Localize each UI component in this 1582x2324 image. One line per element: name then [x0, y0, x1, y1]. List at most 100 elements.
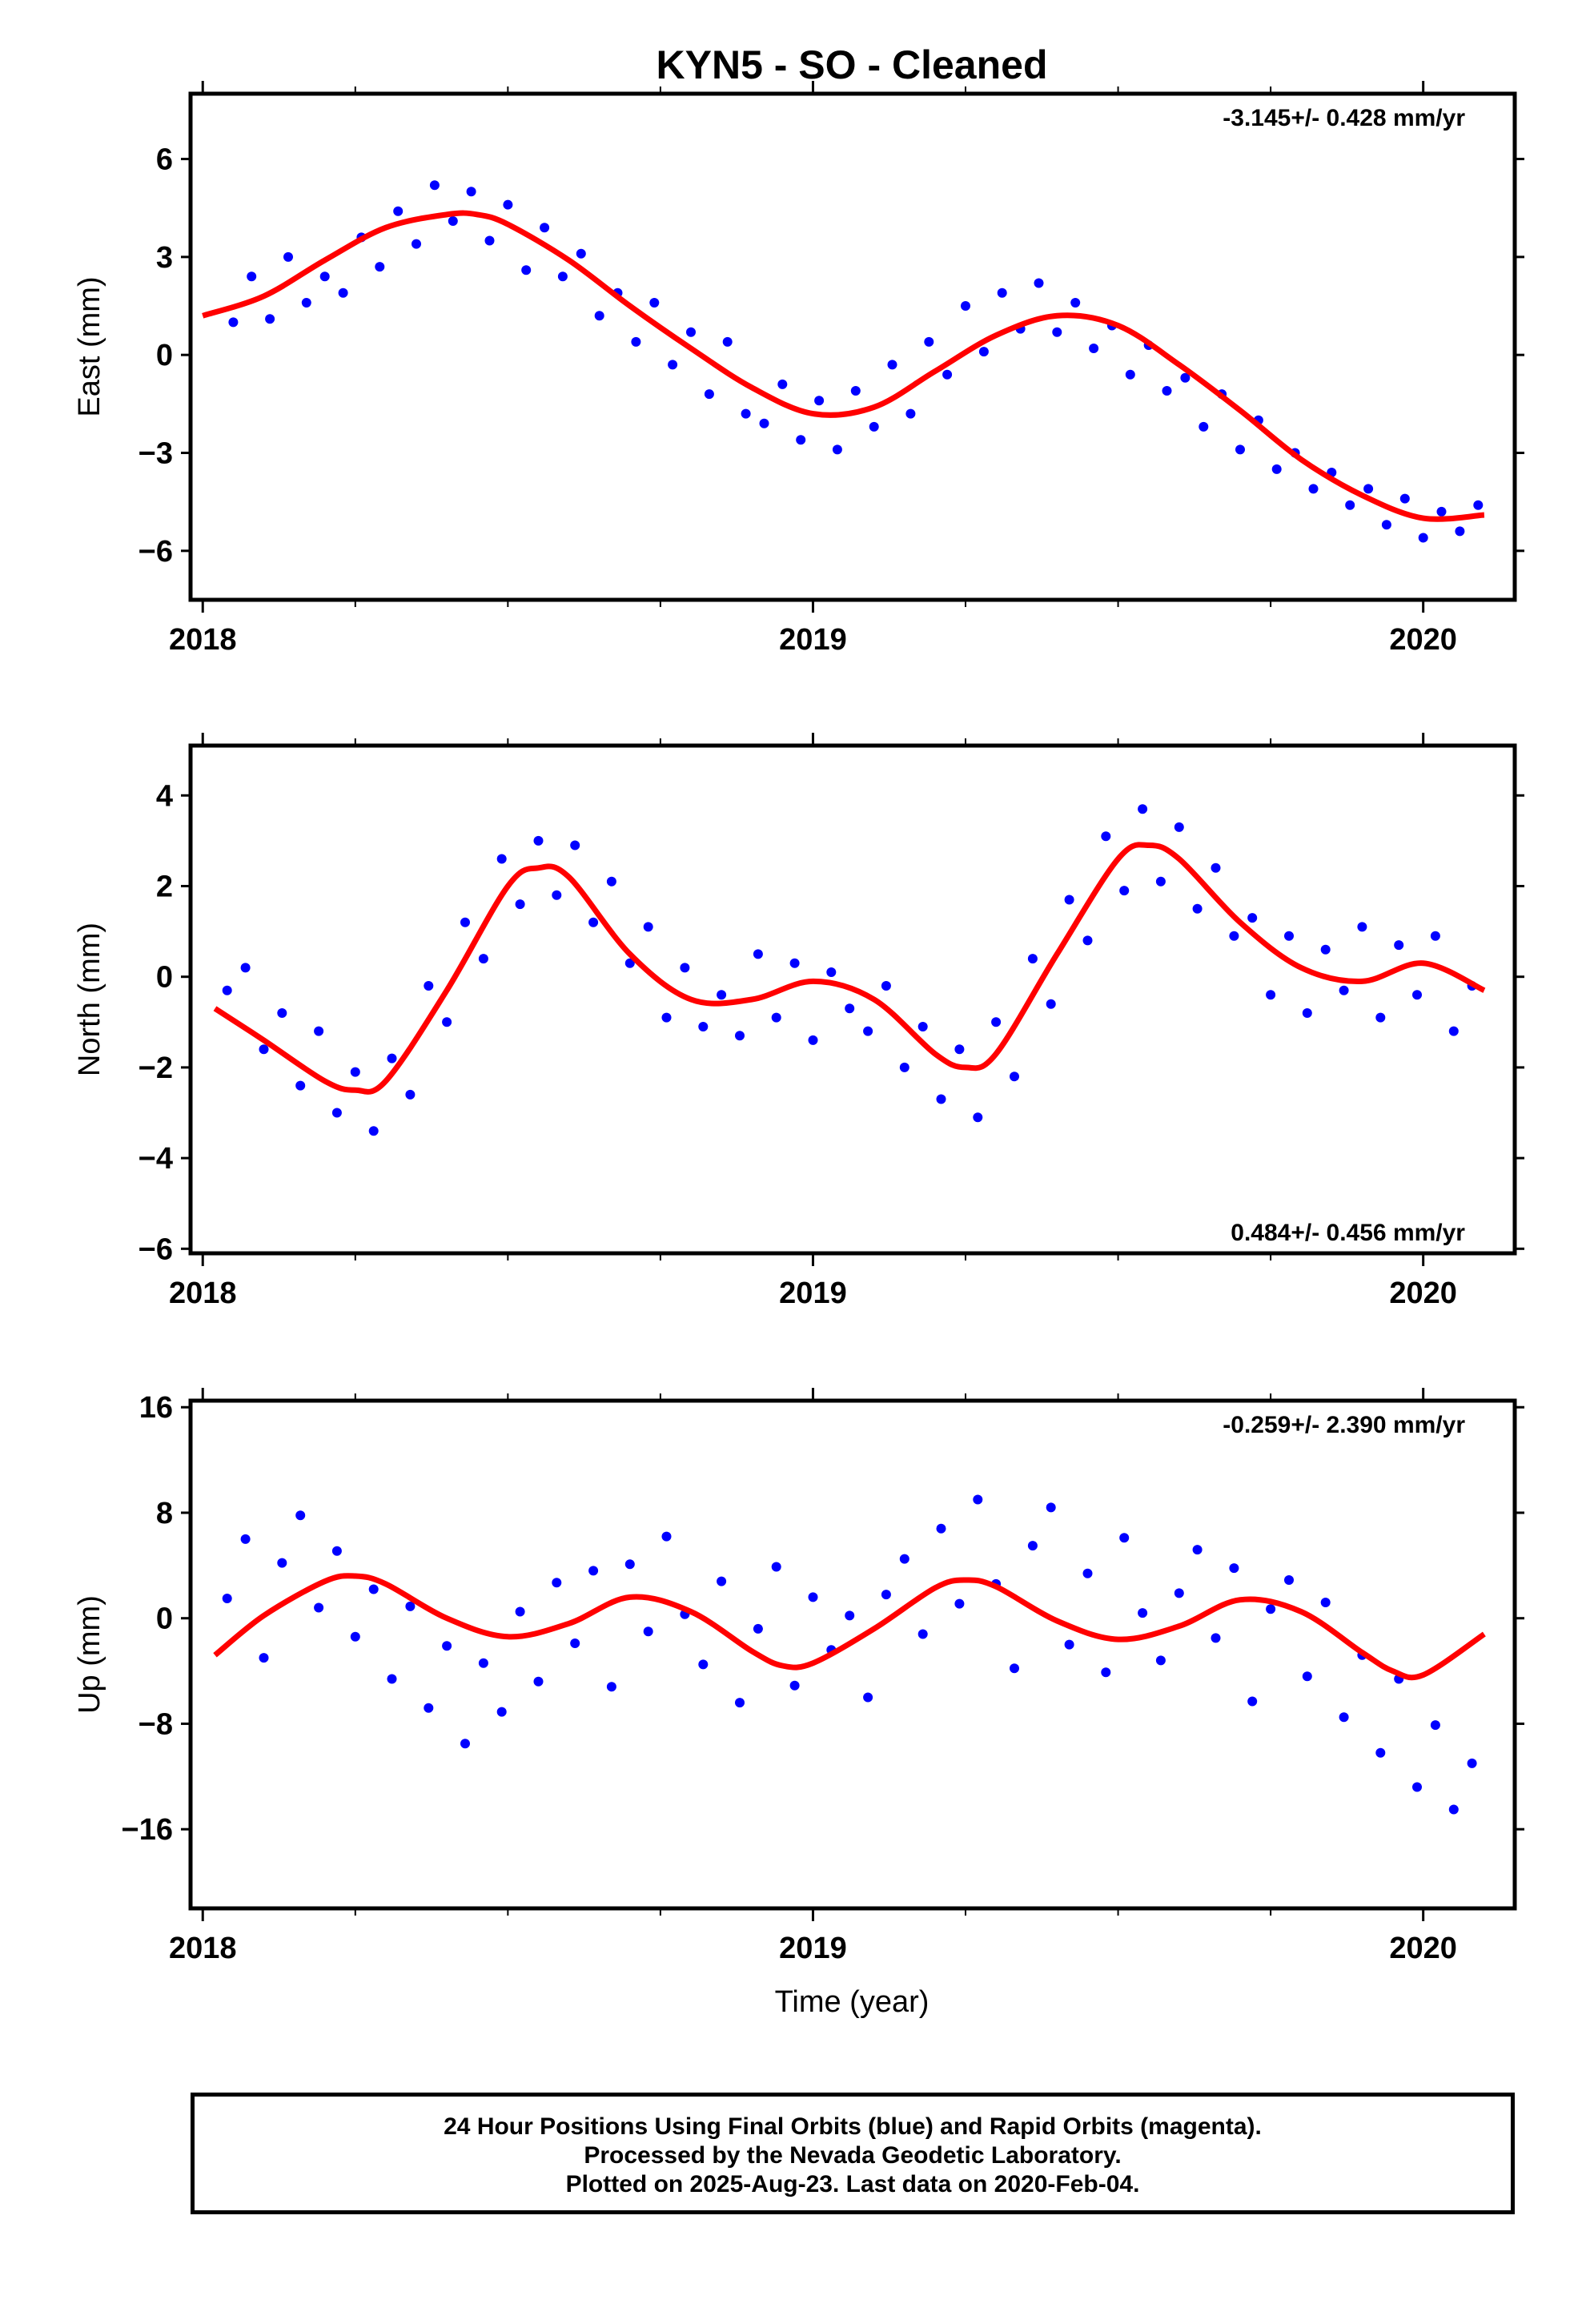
data-point — [1046, 999, 1056, 1009]
data-point — [1119, 1533, 1130, 1543]
data-point — [331, 1108, 342, 1118]
data-point — [1064, 895, 1074, 905]
data-point — [606, 1682, 616, 1692]
data-point — [624, 1559, 635, 1570]
data-point — [631, 336, 641, 347]
data-point — [1375, 1012, 1386, 1023]
data-point — [350, 1631, 360, 1642]
data-point — [978, 347, 989, 357]
rate-label-east: -3.145+/- 0.428 mm/yr — [1223, 105, 1465, 131]
data-point — [1302, 1671, 1312, 1682]
panels: −6 −3 0 3 6 2018 2019 2020 East (mm) -3.145+/- 0.… — [73, 81, 1524, 1965]
x-tick-label: 2019 — [779, 623, 847, 657]
data-point — [588, 917, 599, 927]
data-point — [1418, 533, 1428, 543]
data-point — [759, 418, 769, 428]
data-point — [295, 1510, 306, 1521]
data-point — [588, 1566, 599, 1576]
data-point — [368, 1584, 379, 1594]
data-point — [954, 1598, 965, 1609]
data-point — [643, 922, 653, 932]
data-point — [1010, 1663, 1019, 1674]
footer-line-3: Plotted on 2025-Aug-23. Last data on 202… — [565, 2171, 1140, 2197]
data-point — [1155, 876, 1166, 887]
data-point — [424, 981, 434, 991]
data-point — [1339, 985, 1349, 995]
data-point — [826, 967, 837, 977]
data-point — [899, 1062, 909, 1072]
data-point — [954, 1044, 965, 1055]
data-point — [661, 1012, 672, 1023]
y-tick-label: −6 — [139, 535, 173, 569]
data-point — [1010, 1072, 1019, 1082]
data-point — [735, 1698, 745, 1708]
data-point — [717, 990, 727, 1000]
data-point — [515, 1606, 525, 1617]
data-point — [1357, 922, 1367, 932]
x-axis-label: Time (year) — [775, 1985, 930, 2019]
data-point — [222, 985, 232, 995]
data-point — [686, 327, 696, 337]
data-point — [1199, 421, 1209, 432]
data-point — [552, 1578, 562, 1588]
data-point — [557, 271, 568, 282]
data-point — [283, 251, 293, 262]
data-point — [1302, 1008, 1312, 1018]
data-point — [1174, 822, 1184, 832]
data-point — [1455, 526, 1465, 537]
data-point — [1027, 1541, 1038, 1551]
data-point — [643, 1626, 653, 1637]
data-point — [680, 963, 690, 973]
data-point — [533, 1676, 544, 1687]
data-point — [240, 963, 251, 973]
data-point — [741, 408, 751, 419]
y-tick-label: 8 — [156, 1497, 173, 1530]
data-point — [1064, 1639, 1074, 1650]
data-point — [540, 223, 550, 233]
data-point — [722, 336, 733, 347]
data-point — [1180, 372, 1191, 383]
footer-line-2: Processed by the Nevada Geodetic Laborat… — [584, 2142, 1122, 2169]
data-point — [442, 1017, 452, 1027]
y-tick-label: −2 — [139, 1051, 173, 1085]
data-point — [1235, 444, 1245, 455]
data-point — [905, 408, 916, 419]
data-point — [412, 239, 421, 249]
data-point — [1271, 464, 1282, 474]
y-tick-label: 6 — [156, 143, 173, 177]
data-point — [387, 1674, 397, 1684]
data-point — [899, 1554, 909, 1564]
data-point — [1247, 913, 1258, 923]
data-point — [1412, 1782, 1422, 1792]
data-point — [942, 369, 953, 380]
data-point — [350, 1067, 360, 1077]
data-point — [521, 265, 532, 275]
data-point — [1339, 1712, 1349, 1723]
y-tick-label: −16 — [122, 1813, 173, 1847]
data-point — [552, 890, 562, 900]
data-point — [881, 1590, 891, 1600]
plot-frame — [188, 743, 1517, 1256]
data-point — [1070, 298, 1081, 308]
data-point — [314, 1026, 324, 1036]
data-point — [1448, 1804, 1459, 1815]
data-point — [1155, 1655, 1166, 1666]
data-point — [1192, 903, 1203, 914]
data-point — [1467, 1758, 1477, 1768]
data-point — [936, 1094, 946, 1104]
data-point — [1229, 1563, 1239, 1574]
data-point — [863, 1026, 873, 1036]
y-tick-label: 0 — [156, 961, 173, 995]
data-point — [1320, 944, 1331, 955]
data-point — [1412, 990, 1422, 1000]
data-point — [1027, 954, 1038, 964]
data-point — [1430, 1720, 1440, 1731]
data-point — [301, 298, 311, 308]
data-point — [1034, 278, 1044, 288]
data-point — [1138, 1608, 1148, 1618]
data-point — [661, 1531, 672, 1542]
data-point — [277, 1558, 287, 1568]
data-point — [771, 1562, 781, 1572]
data-point — [496, 854, 507, 864]
y-tick-label: 2 — [156, 870, 173, 903]
